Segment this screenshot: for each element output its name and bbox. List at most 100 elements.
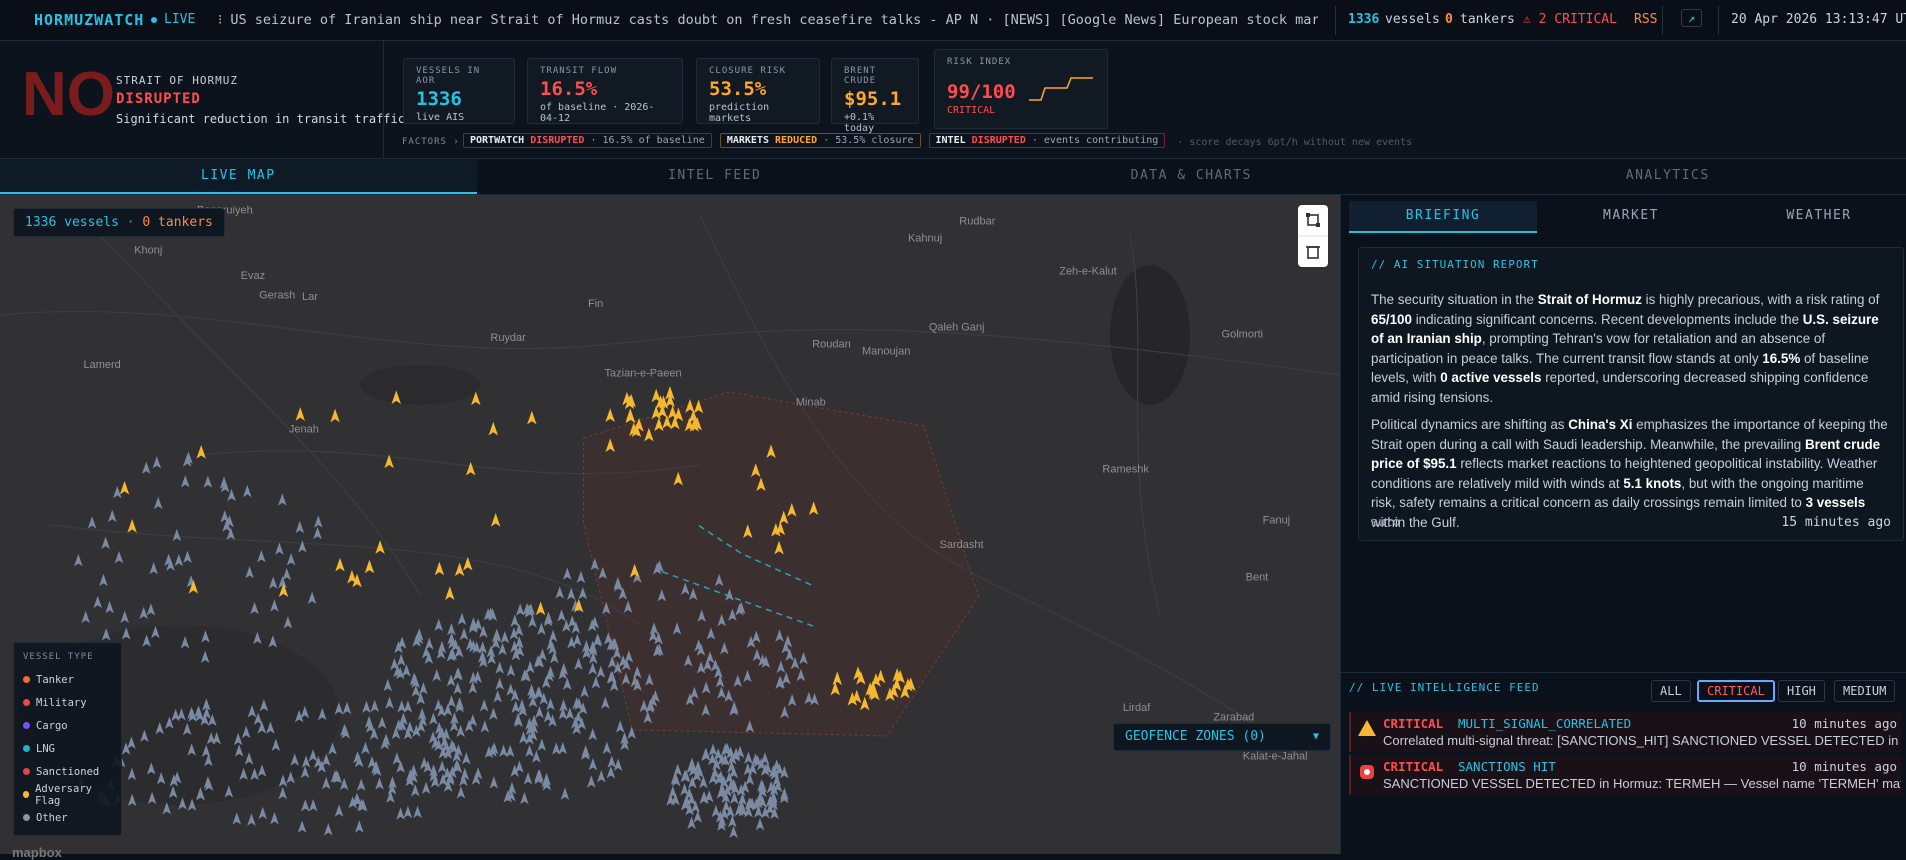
report-text: The security situation in the xyxy=(1371,292,1538,307)
place-label: Zarabad xyxy=(1213,711,1254,723)
divider xyxy=(383,41,384,159)
feed-text: SANCTIONED VESSEL DETECTED in Hormuz: TE… xyxy=(1383,776,1901,791)
factor-name: PORTWATCH xyxy=(470,135,524,146)
metric-label: TRANSIT FLOW xyxy=(540,66,670,76)
factor-name: MARKETS xyxy=(727,135,769,146)
place-label: Rudbar xyxy=(959,216,995,228)
main-tab[interactable]: ANALYTICS xyxy=(1430,159,1906,194)
place-label: Tazian-e-Paeen xyxy=(605,367,682,379)
factor-chip: MARKETS REDUCED · 53.5% closure xyxy=(720,133,921,148)
factor-state: DISRUPTED xyxy=(972,135,1026,146)
water xyxy=(1110,265,1190,405)
metric-sub: +0.1% today xyxy=(844,112,906,134)
tanker-label: tankers xyxy=(1460,12,1515,27)
warning-icon xyxy=(1358,720,1376,736)
panel-tab[interactable]: BRIEFING xyxy=(1349,201,1537,233)
place-label: Jenah xyxy=(289,423,319,435)
feed-filter[interactable]: MEDIUM xyxy=(1834,680,1895,702)
main-tab[interactable]: DATA & CHARTS xyxy=(953,159,1430,194)
datetime: 20 Apr 2026 13:13:47 UTC xyxy=(1731,12,1906,27)
factor-state: REDUCED xyxy=(775,135,817,146)
place-label: Golmorti xyxy=(1222,329,1264,341)
live-dot xyxy=(151,17,157,23)
factor-name: INTEL xyxy=(936,135,966,146)
factor-detail: · events contributing xyxy=(1032,135,1158,146)
report-text: 65/100 xyxy=(1371,312,1412,327)
feed-filter[interactable]: ALL xyxy=(1651,680,1691,702)
tanker-count: 0 xyxy=(1445,12,1453,27)
metric-value: $95.1 xyxy=(844,88,906,110)
panel-tab[interactable]: WEATHER xyxy=(1725,201,1906,233)
feed-type: MULTI_SIGNAL_CORRELATED xyxy=(1458,716,1631,731)
place-label: Ruydar xyxy=(490,332,526,344)
factor-chip: INTEL DISRUPTED · events contributing xyxy=(929,133,1166,148)
risk-label: RISK INDEX xyxy=(947,57,1095,67)
place-label: Kalat-e-Jahal xyxy=(1243,750,1308,762)
place-label: Lirdaf xyxy=(1123,702,1151,714)
place-label: Lamerd xyxy=(83,359,120,371)
status-state: DISRUPTED xyxy=(116,91,201,107)
feed-text: Correlated multi-signal threat: [SANCTIO… xyxy=(1383,733,1901,748)
factor-detail: · 53.5% closure xyxy=(823,135,913,146)
main-tab[interactable]: INTEL FEED xyxy=(477,159,954,194)
feed-divider xyxy=(1341,672,1906,673)
metric-card: BRENT CRUDE$95.1+0.1% today xyxy=(831,58,919,124)
report-text: 3 vessels xyxy=(1806,495,1866,510)
feed-time: 10 minutes ago xyxy=(1792,716,1897,731)
report-text: is highly precarious, with a risk rating… xyxy=(1642,292,1879,307)
metric-label: BRENT CRUDE xyxy=(844,66,906,86)
place-label: Banaruiyeh xyxy=(197,205,253,217)
factor-chip: PORTWATCH DISRUPTED · 16.5% of baseline xyxy=(463,133,712,148)
live: LIVE xyxy=(164,12,195,27)
factor-detail: · 16.5% of baseline xyxy=(590,135,704,146)
vessel-count: 1336 xyxy=(1348,12,1379,27)
main-tab[interactable]: LIVE MAP xyxy=(0,159,477,194)
place-label: Roudan xyxy=(812,338,851,350)
report-updated: 15 minutes ago xyxy=(1781,515,1891,530)
brand: HORMUZWATCH xyxy=(34,11,144,29)
place-label: Lar xyxy=(302,291,318,303)
link-button[interactable]: ↗ xyxy=(1681,9,1702,27)
water xyxy=(360,365,480,405)
place-label: Fanuj xyxy=(1263,515,1291,527)
place-label: Khonj xyxy=(134,245,162,257)
metric-value: 53.5% xyxy=(709,78,807,100)
metric-label: CLOSURE RISK xyxy=(709,66,807,76)
report-text: 0 active vessels xyxy=(1440,370,1541,385)
place-label: Bent xyxy=(1246,572,1269,584)
report-text: 16.5% xyxy=(1762,351,1800,366)
panel-tab[interactable]: MARKET xyxy=(1537,201,1725,233)
sparkline xyxy=(1029,78,1093,100)
place-label: Qaleh Ganj xyxy=(929,321,985,333)
rss[interactable]: RSS xyxy=(1634,12,1657,27)
report-text: China's Xi xyxy=(1568,417,1632,432)
place-label: Evaz xyxy=(241,270,265,282)
feed-icon xyxy=(1357,761,1377,781)
place-label: Fin xyxy=(588,298,603,310)
metric-sub: prediction markets xyxy=(709,102,807,124)
critical-count: ⚠ 2 CRITICAL xyxy=(1523,12,1617,27)
feed-filter[interactable]: HIGH xyxy=(1778,680,1825,702)
place-label: Sardasht xyxy=(940,539,984,551)
status-place: STRAIT OF HORMUZ xyxy=(116,74,238,87)
metric-value: 16.5% xyxy=(540,78,670,100)
feed-icon xyxy=(1357,718,1377,738)
feed-severity: CRITICAL xyxy=(1383,759,1443,774)
status-big: NO xyxy=(22,59,115,130)
factor-state: DISRUPTED xyxy=(530,135,584,146)
feed-filter[interactable]: CRITICAL xyxy=(1697,680,1775,702)
report-text: Political dynamics are shifting as xyxy=(1371,417,1568,432)
metric-card: CLOSURE RISK 53.5%prediction markets xyxy=(696,58,820,124)
metric-sub: of baseline · 2026-04-12 xyxy=(540,102,670,124)
divider xyxy=(1335,6,1336,35)
factors-note: · score decays 6pt/h without new events xyxy=(1177,137,1412,148)
